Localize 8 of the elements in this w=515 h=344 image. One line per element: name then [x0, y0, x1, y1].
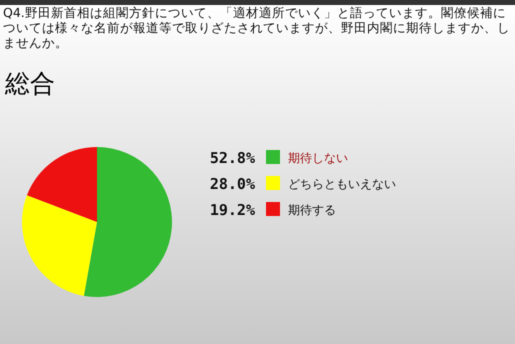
data-label: 52.8%	[210, 149, 255, 167]
legend-label: どちらともいえない	[288, 177, 396, 191]
chart-title: Q4.野田新首相は組閣方針について、「適材適所でいく」と語っています。閣僚候補については様々な名前が報道等で取りざたされていますが、野田内閣に期待しますか、しませんか。	[3, 5, 511, 50]
data-label: 28.0%	[210, 175, 255, 193]
data-label: 19.2%	[210, 201, 255, 219]
legend-label: 期待する	[288, 203, 336, 217]
chart-subtitle: 総合	[4, 69, 55, 98]
legend-label: 期待しない	[288, 151, 348, 165]
